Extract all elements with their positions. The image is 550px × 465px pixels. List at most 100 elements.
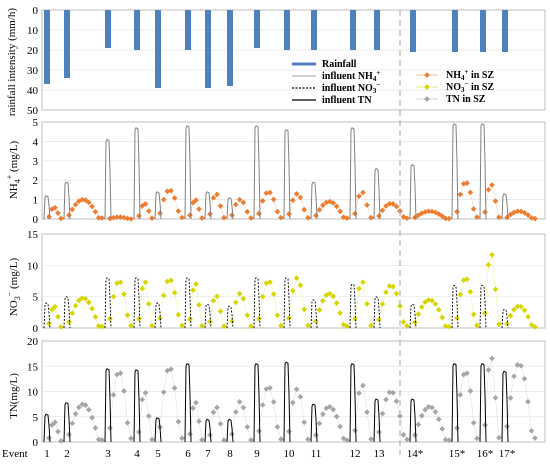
tn-sz-point	[511, 373, 517, 380]
tn-sz-point	[454, 425, 460, 431]
no3-influent-peak	[184, 277, 192, 329]
rainfall-bar	[185, 10, 191, 50]
no3-influent-peak	[310, 299, 318, 329]
nh4-sz-point	[286, 211, 292, 217]
rainfall-bar	[311, 10, 317, 50]
tn-sz-point	[457, 392, 464, 398]
nh4-sz-point	[474, 214, 480, 220]
tn-sz-point	[270, 399, 277, 405]
tn-sz-point	[439, 426, 446, 432]
legend-label-sup: −	[465, 80, 469, 88]
tn-y-label: TN(mg/L)	[8, 373, 20, 419]
no3-sz-point	[383, 289, 389, 296]
x-tick-label: 11	[311, 448, 322, 460]
rain-tick-label: 30	[27, 65, 39, 77]
nh4-sz-point	[160, 196, 167, 203]
no3-sz-point	[69, 310, 76, 316]
nh4-sz-point	[95, 214, 102, 221]
tn-influent-peak	[349, 363, 357, 443]
no3-tick-label: 10	[27, 260, 39, 272]
no3-sz-point	[514, 303, 521, 310]
rainfall-bar	[105, 10, 111, 48]
legend-marker	[424, 96, 430, 102]
no3-sz-point	[248, 323, 254, 330]
tn-sz-point	[286, 428, 292, 435]
tn-sz-point	[117, 370, 124, 376]
no3-influent-peak	[226, 305, 234, 329]
no3-tick-label: 0	[33, 323, 39, 335]
nh4-sz-point	[278, 214, 284, 221]
no3-sz-point	[46, 320, 52, 327]
nh4-sz-point	[79, 196, 86, 203]
nh4-sz-point	[124, 215, 131, 222]
tn-sz-point	[293, 386, 300, 393]
tn-influent-peak	[310, 403, 318, 443]
no3-sz-point	[496, 321, 502, 328]
legend-label-main: Rainfall	[322, 59, 357, 70]
nh4-sz-point	[85, 199, 92, 206]
rainfall-bar	[284, 10, 290, 50]
no3-sz-point	[464, 276, 470, 283]
no3-sz-point	[256, 315, 262, 322]
no3-sz-point	[344, 323, 350, 330]
no3-sz-point	[313, 318, 319, 324]
no3-sz-point	[214, 293, 220, 300]
nh4-influent-peak	[451, 123, 459, 220]
tn-sz-point	[297, 393, 304, 400]
tn-sz-point	[99, 437, 105, 443]
no3-sz-point	[446, 323, 452, 330]
no3-sz-point	[467, 288, 474, 295]
legend-label: influent NO3−	[322, 81, 380, 95]
nh4-sz-point	[521, 209, 528, 216]
nh4-sz-point	[210, 194, 217, 201]
nh4-sz-point	[330, 200, 337, 206]
tn-sz-point	[364, 409, 370, 415]
legend-label-sub: 4	[461, 74, 465, 82]
nh4-influent-peak	[226, 196, 234, 220]
nh4-sz-point	[187, 212, 193, 218]
nh4-sz-point	[240, 199, 247, 206]
no3-influent-peak	[451, 284, 459, 329]
nh4-sz-point	[217, 203, 224, 209]
rainfall-bar	[480, 10, 486, 52]
no3-influent-peak	[133, 277, 141, 329]
tn-sz-point	[259, 402, 266, 408]
rainfall-bar	[374, 10, 380, 50]
tn-influent-peak	[501, 370, 509, 443]
tn-sz-point	[149, 436, 155, 443]
no3-sz-point	[412, 319, 418, 326]
legend-marker	[424, 84, 430, 90]
nh4-y-label: NH4+ (mg/L)	[5, 141, 22, 200]
nh4-sz-point	[364, 202, 370, 208]
no3-sz-point	[305, 322, 311, 329]
nh4-sz-point	[136, 213, 142, 219]
tn-influent-peak	[154, 417, 162, 443]
tn-sz-point	[76, 404, 82, 411]
nh4-sz-point	[58, 215, 64, 222]
nh4-sz-point	[229, 212, 235, 218]
nh4-tick-label: 4	[33, 136, 39, 148]
tn-sz-point	[521, 375, 528, 382]
x-tick-label: 15*	[449, 448, 466, 460]
tn-sz-point	[422, 406, 429, 413]
no3-sz-point	[432, 301, 439, 307]
nh4-sz-point	[301, 206, 308, 213]
nh4-sz-point	[82, 197, 89, 203]
tn-sz-point	[532, 435, 538, 441]
no3-sz-point	[418, 304, 425, 310]
nh4-sz-point	[244, 208, 251, 215]
no3-y-label: NO3− (mg/L)	[5, 258, 22, 317]
nh4-sz-point	[442, 215, 449, 222]
no3-sz-point	[286, 315, 292, 321]
nh4-influent-peak	[310, 181, 318, 220]
tn-sz-point	[383, 396, 389, 403]
nh4-influent-peak	[43, 195, 51, 220]
nh4-sz-point	[425, 208, 432, 215]
no3-sz-point	[368, 322, 374, 329]
no3-sz-point	[320, 298, 326, 304]
nh4-sz-point	[482, 209, 488, 215]
legend-label-main: NO	[446, 82, 461, 93]
x-tick-label: 8	[227, 448, 233, 460]
nh4-influent-peak	[373, 167, 381, 220]
